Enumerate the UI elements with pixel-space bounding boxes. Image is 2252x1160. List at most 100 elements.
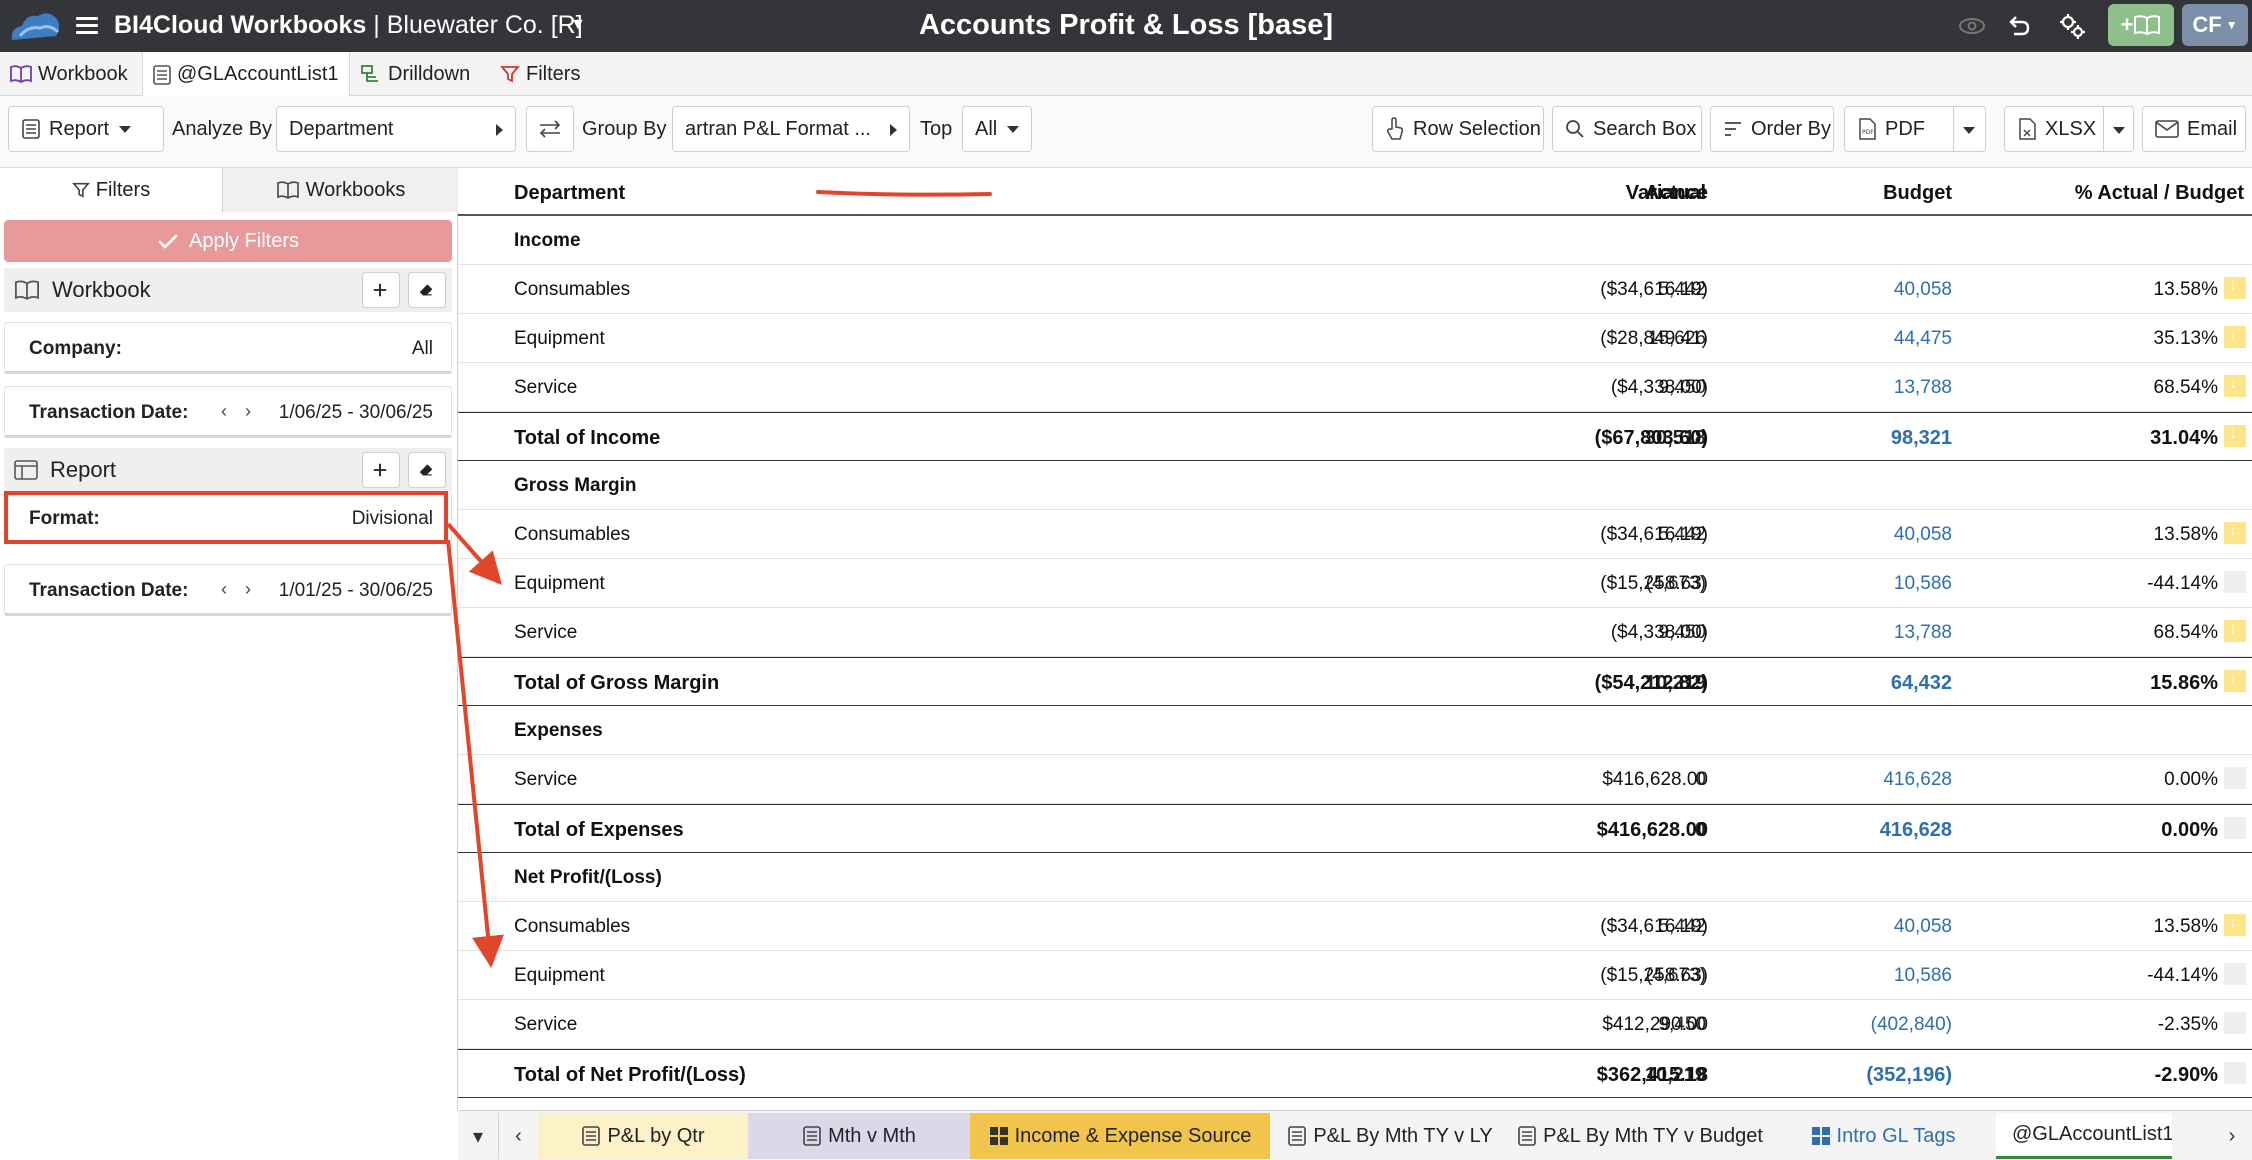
cloud-logo-icon[interactable] bbox=[6, 6, 62, 46]
group-header-row[interactable]: Gross Margin bbox=[458, 461, 2252, 510]
top-select[interactable]: All bbox=[962, 106, 1032, 152]
sidebar-tab-filters[interactable]: Filters bbox=[0, 168, 222, 212]
table-row[interactable]: Service 0 416,628 $416,628.00 0.00% bbox=[458, 755, 2252, 804]
worksheet-tab[interactable]: P&L By Mth TY v Budget bbox=[1510, 1113, 1770, 1159]
cell-budget[interactable]: 13,788 bbox=[1894, 622, 1952, 644]
cell-budget[interactable]: 64,432 bbox=[1891, 672, 1952, 695]
company-filter[interactable]: Company: All bbox=[4, 322, 452, 374]
header-department[interactable]: Department bbox=[514, 182, 625, 205]
worksheet-tab[interactable]: Intro GL Tags bbox=[1770, 1113, 1996, 1159]
workbook-transaction-date-filter[interactable]: Transaction Date: ‹ › 1/06/25 - 30/06/25 bbox=[4, 386, 452, 438]
cell-budget[interactable]: 44,475 bbox=[1894, 328, 1952, 350]
split-divider bbox=[1953, 107, 1954, 151]
table-row[interactable]: Service 9,450 (402,840) $412,290.00 -2.35% bbox=[458, 1000, 2252, 1049]
tabs-scroll-right-icon[interactable]: › bbox=[2212, 1113, 2252, 1159]
search-box-button[interactable]: Search Box bbox=[1552, 106, 1702, 152]
pdf-export-button[interactable]: PDF PDF bbox=[1844, 106, 1986, 152]
report-menu-button[interactable]: Report bbox=[8, 106, 164, 152]
company-dropdown-icon[interactable]: ▼ bbox=[570, 16, 586, 34]
user-avatar-button[interactable]: CF ▼ bbox=[2182, 4, 2248, 46]
chevron-left-icon[interactable]: ‹ bbox=[221, 401, 227, 422]
clear-filters-button[interactable] bbox=[408, 272, 446, 308]
table-row[interactable]: Consumables 5,442 40,058 ($34,616.19) 13.58% bbox=[458, 510, 2252, 559]
group-header-row[interactable]: Income bbox=[458, 216, 2252, 265]
table-row[interactable]: Equipment 15,626 44,475 ($28,849.41) 35.13% bbox=[458, 314, 2252, 363]
analyze-by-select[interactable]: Department bbox=[276, 106, 516, 152]
cell-budget[interactable]: 416,628 bbox=[1880, 819, 1952, 842]
tab-glaccountlist[interactable]: @GLAccountList1 bbox=[142, 52, 350, 97]
table-row[interactable]: Equipment (4,673) 10,586 ($15,258.63) -44.14… bbox=[458, 951, 2252, 1000]
total-row[interactable]: Total of Gross Margin 10,219 64,432 ($54,21… bbox=[458, 657, 2252, 706]
tabs-scroll-left-icon[interactable]: ‹ bbox=[498, 1113, 538, 1159]
worksheet-tab[interactable]: @GLAccountList1 bbox=[1996, 1113, 2172, 1159]
tab-drilldown[interactable]: Drilldown bbox=[350, 52, 480, 96]
report-label: Report bbox=[49, 118, 109, 141]
worksheet-tab[interactable]: P&L by Qtr bbox=[538, 1113, 748, 1159]
cell-pct-actual-budget: 68.54% bbox=[2154, 622, 2218, 644]
total-row[interactable]: Total of Expenses 0 416,628 $416,628.00 0.00… bbox=[458, 804, 2252, 853]
tab-filters[interactable]: Filters bbox=[490, 52, 590, 96]
eye-icon[interactable] bbox=[1956, 10, 1988, 42]
cell-budget[interactable]: 13,788 bbox=[1894, 377, 1952, 399]
cell-budget[interactable]: 416,628 bbox=[1883, 769, 1952, 791]
add-filter-button[interactable] bbox=[362, 272, 400, 308]
add-workbook-button[interactable]: + bbox=[2108, 4, 2174, 46]
group-by-select[interactable]: artran P&L Format ... bbox=[672, 106, 910, 152]
cell-budget[interactable]: 10,586 bbox=[1894, 573, 1952, 595]
chevron-right-icon[interactable]: › bbox=[245, 401, 251, 422]
cell-variance: ($54,212.82) bbox=[1595, 672, 1708, 695]
cell-department: Service bbox=[514, 1014, 577, 1036]
cell-budget[interactable]: 40,058 bbox=[1894, 279, 1952, 301]
total-row[interactable]: Total of Income 30,518 98,321 ($67,803.60) 3… bbox=[458, 412, 2252, 461]
company-name[interactable]: Bluewater Co. [R] bbox=[387, 11, 583, 39]
cell-department: Service bbox=[514, 622, 577, 644]
table-row[interactable]: Consumables 5,442 40,058 ($34,616.19) 13.58% bbox=[458, 902, 2252, 951]
apply-filters-button[interactable]: Apply Filters bbox=[4, 220, 452, 262]
cell-variance: $416,628.00 bbox=[1597, 819, 1708, 842]
worksheet-tab[interactable]: P&L By Mth TY v LY bbox=[1270, 1113, 1510, 1159]
worksheet-tab-label: Income & Expense Source bbox=[1015, 1125, 1252, 1148]
row-selection-button[interactable]: Row Selection bbox=[1372, 106, 1544, 152]
cell-budget[interactable]: (402,840) bbox=[1871, 1014, 1952, 1036]
header-variance[interactable]: Variance bbox=[1626, 182, 1708, 205]
header-budget[interactable]: Budget bbox=[1883, 182, 1952, 205]
caret-down-icon[interactable] bbox=[1963, 127, 1975, 134]
sidebar-tab-workbooks[interactable]: Workbooks bbox=[222, 168, 458, 212]
undo-icon[interactable] bbox=[2002, 10, 2034, 42]
report-transaction-date-filter[interactable]: Transaction Date: ‹ › 1/01/25 - 30/06/25 bbox=[4, 564, 452, 616]
section-title: Report bbox=[50, 457, 116, 483]
caret-down-icon[interactable] bbox=[2113, 127, 2125, 134]
menu-icon[interactable] bbox=[76, 14, 98, 36]
cell-department: Service bbox=[514, 769, 577, 791]
email-button[interactable]: Email bbox=[2142, 106, 2246, 152]
cell-budget[interactable]: (352,196) bbox=[1866, 1064, 1952, 1087]
order-by-button[interactable]: Order By bbox=[1710, 106, 1834, 152]
cell-budget[interactable]: 40,058 bbox=[1894, 524, 1952, 546]
cell-budget[interactable]: 40,058 bbox=[1894, 916, 1952, 938]
cell-budget[interactable]: 10,586 bbox=[1894, 965, 1952, 987]
table-row[interactable]: Service 9,450 13,788 ($4,338.00) 68.54% bbox=[458, 608, 2252, 657]
add-filter-button[interactable] bbox=[362, 452, 400, 488]
tab-workbook[interactable]: Workbook bbox=[0, 52, 138, 96]
settings-icon[interactable] bbox=[2056, 10, 2088, 42]
group-header-row[interactable]: Net Profit/(Loss) bbox=[458, 853, 2252, 902]
sidebar-tab-label: Workbooks bbox=[306, 179, 406, 202]
worksheet-tab[interactable]: Income & Expense Source bbox=[970, 1113, 1270, 1159]
xlsx-export-button[interactable]: XLSX bbox=[2004, 106, 2134, 152]
cell-budget[interactable]: 98,321 bbox=[1891, 427, 1952, 450]
chevron-left-icon[interactable]: ‹ bbox=[221, 579, 227, 600]
header-pct-actual-budget[interactable]: % Actual / Budget bbox=[2075, 182, 2244, 205]
group-header-row[interactable]: Expenses bbox=[458, 706, 2252, 755]
table-row[interactable]: Equipment (4,673) 10,586 ($15,258.63) -44.14… bbox=[458, 559, 2252, 608]
worksheet-tab[interactable]: Mth v Mth bbox=[748, 1113, 970, 1159]
tabs-menu-caret-icon[interactable]: ▾ bbox=[458, 1113, 498, 1159]
cell-department: Expenses bbox=[514, 720, 603, 742]
caret-down-icon bbox=[119, 126, 131, 133]
total-row[interactable]: Total of Net Profit/(Loss) 10,219 (352,196… bbox=[458, 1049, 2252, 1098]
table-row[interactable]: Consumables 5,442 40,058 ($34,616.19) 13.58% bbox=[458, 265, 2252, 314]
table-row[interactable]: Service 9,450 13,788 ($4,338.00) 68.54% bbox=[458, 363, 2252, 412]
chevron-right-icon[interactable]: › bbox=[245, 579, 251, 600]
drilldown-icon bbox=[360, 64, 382, 84]
swap-button[interactable] bbox=[526, 106, 574, 152]
clear-filters-button[interactable] bbox=[408, 452, 446, 488]
